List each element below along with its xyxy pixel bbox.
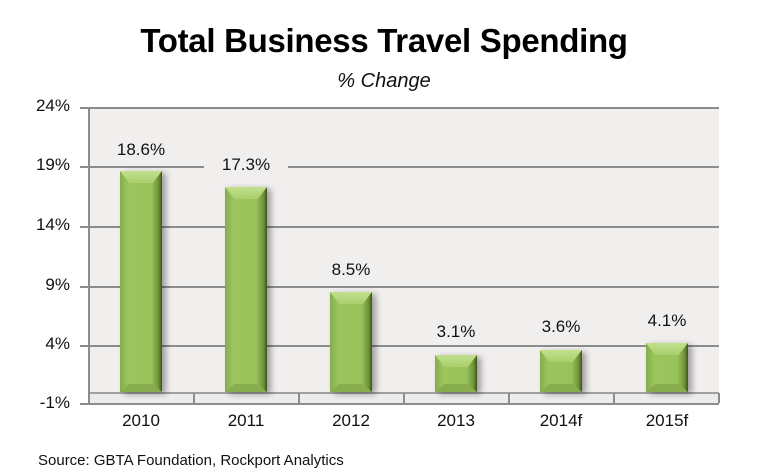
- xtick-label-2010: 2010: [122, 411, 160, 430]
- ytick-label: 9%: [45, 275, 70, 294]
- data-label-2010: 18.6%: [99, 140, 183, 160]
- ytick-mark: [80, 403, 88, 405]
- bar-2012[interactable]: [330, 292, 372, 392]
- data-label-2014f: 3.6%: [519, 317, 603, 337]
- xtick-label-2011: 2011: [227, 411, 265, 430]
- bar-2015f[interactable]: [646, 343, 688, 392]
- bar-2014f[interactable]: [540, 350, 582, 392]
- gridline-19: [88, 166, 719, 168]
- gridline-14: [88, 226, 719, 228]
- data-label-2015f: 4.1%: [625, 311, 709, 331]
- bar-2011[interactable]: [225, 187, 267, 392]
- gridline-24: [88, 107, 719, 109]
- xtick-mark: [298, 393, 300, 403]
- data-label-2013: 3.1%: [414, 322, 498, 342]
- xtick-label-2013: 2013: [437, 411, 475, 430]
- ytick-label: 4%: [45, 334, 70, 353]
- xtick-label-2015f: 2015f: [645, 411, 689, 430]
- gridline-4: [88, 345, 719, 347]
- xtick-mark: [403, 393, 405, 403]
- ytick-label: 24%: [35, 96, 70, 115]
- data-label-2012: 8.5%: [309, 260, 393, 280]
- data-label-2011: 17.3%: [204, 155, 288, 175]
- xtick-label-2012: 2012: [332, 411, 370, 430]
- bar-2010[interactable]: [120, 171, 162, 392]
- xtick-mark: [613, 393, 615, 403]
- ytick-mark: [80, 286, 88, 288]
- chart-subtitle: % Change: [337, 70, 431, 92]
- x-axis-line: [88, 403, 719, 405]
- source-note: Source: GBTA Foundation, Rockport Analyt…: [38, 452, 344, 469]
- xtick-mark: [718, 393, 720, 403]
- ytick-mark: [80, 107, 88, 109]
- ytick-mark: [80, 166, 88, 168]
- ytick-mark: [80, 345, 88, 347]
- ytick-mark: [80, 226, 88, 228]
- xtick-label-2014f: 2014f: [539, 411, 583, 430]
- bar-2013[interactable]: [435, 355, 477, 392]
- gridline-9: [88, 286, 719, 288]
- y-axis-line: [88, 107, 90, 405]
- ytick-label: 14%: [35, 215, 70, 234]
- xtick-mark: [508, 393, 510, 403]
- ytick-label: -1%: [39, 393, 70, 412]
- chart-title: Total Business Travel Spending: [140, 22, 628, 59]
- xtick-mark: [193, 393, 195, 403]
- ytick-label: 19%: [35, 155, 70, 174]
- plot-area: [88, 107, 719, 404]
